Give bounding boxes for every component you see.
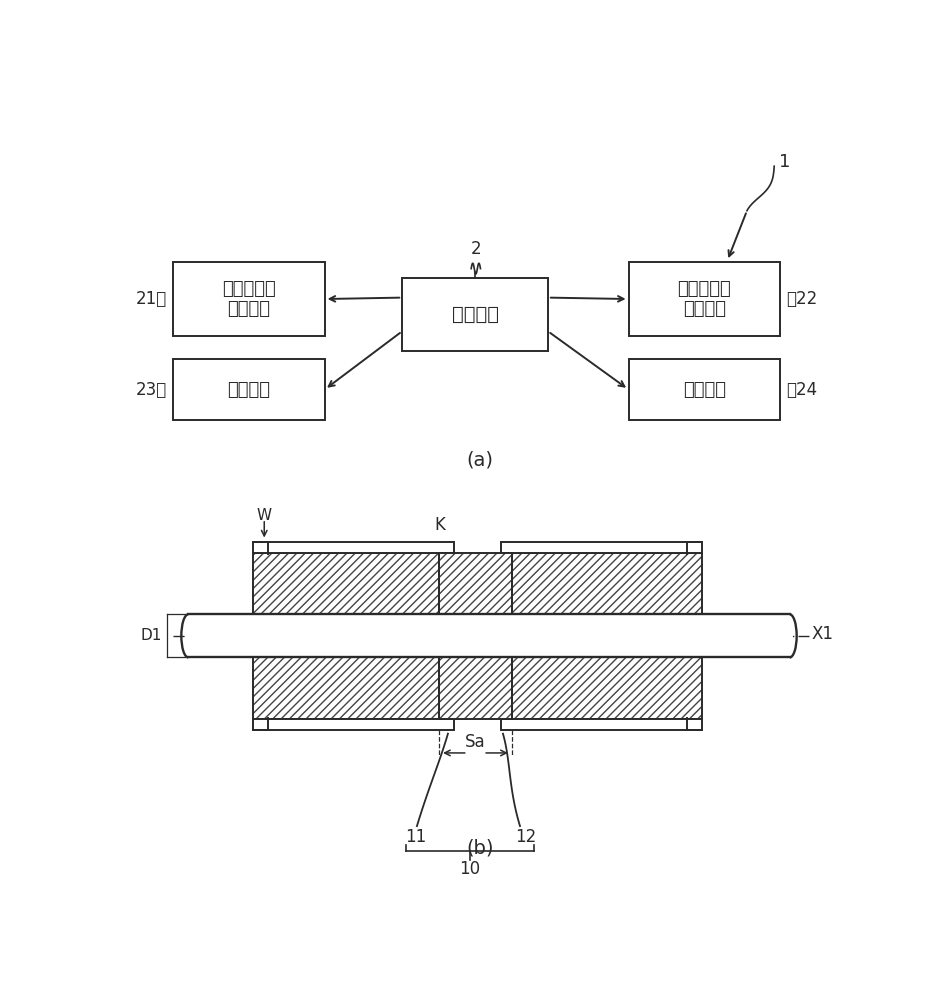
Bar: [628, 262, 781, 336]
Polygon shape: [253, 542, 454, 553]
Text: 倾斜机构: 倾斜机构: [683, 380, 726, 398]
Text: 控制装置: 控制装置: [451, 305, 499, 324]
Text: W: W: [256, 508, 271, 523]
Text: 1: 1: [780, 153, 791, 171]
Text: Sa: Sa: [465, 733, 486, 751]
Bar: [173, 262, 325, 336]
Text: K: K: [434, 516, 446, 534]
Text: 12: 12: [516, 828, 537, 846]
Text: 21～: 21～: [136, 290, 167, 308]
Text: X1: X1: [812, 625, 833, 643]
Text: 滑动机构: 滑动机构: [227, 380, 271, 398]
Text: (a): (a): [466, 451, 493, 470]
Text: (b): (b): [466, 838, 493, 857]
Bar: [402, 278, 548, 351]
Bar: [628, 359, 781, 420]
Bar: [173, 359, 325, 420]
Bar: [188, 614, 790, 657]
Text: 10: 10: [460, 860, 480, 878]
Text: 2: 2: [471, 240, 481, 258]
Polygon shape: [501, 542, 702, 553]
Text: 11: 11: [404, 828, 426, 846]
Polygon shape: [501, 657, 702, 719]
Text: D1: D1: [140, 628, 162, 643]
Polygon shape: [253, 553, 454, 614]
Polygon shape: [439, 553, 512, 614]
Text: 23～: 23～: [136, 380, 167, 398]
Polygon shape: [439, 657, 512, 719]
Text: ～24: ～24: [786, 380, 818, 398]
Text: 第二模具用
驱动电机: 第二模具用 驱动电机: [678, 280, 731, 318]
Text: 第一模具用
驱动电机: 第一模具用 驱动电机: [222, 280, 275, 318]
Polygon shape: [253, 719, 454, 730]
Polygon shape: [253, 657, 454, 719]
Polygon shape: [501, 719, 702, 730]
Polygon shape: [501, 553, 702, 614]
Text: ～22: ～22: [786, 290, 818, 308]
